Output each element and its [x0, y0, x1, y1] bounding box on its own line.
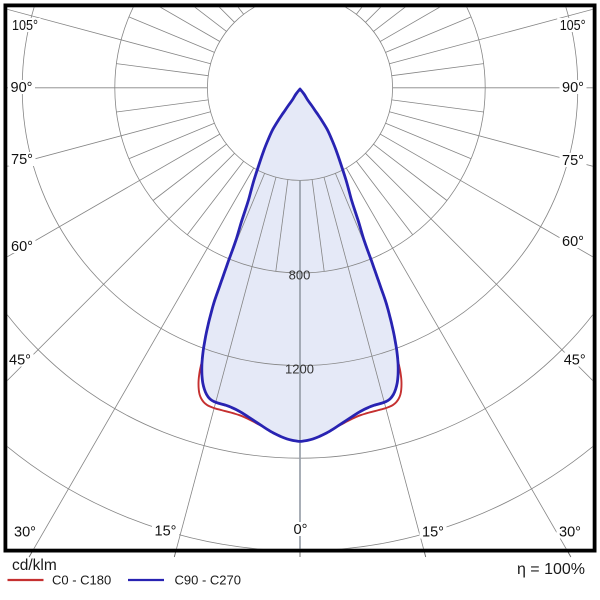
svg-text:75°: 75°	[562, 153, 584, 169]
svg-text:C0 - C180: C0 - C180	[52, 573, 111, 588]
svg-text:800: 800	[289, 268, 311, 283]
svg-text:η = 100%: η = 100%	[517, 561, 585, 578]
svg-text:15°: 15°	[422, 525, 444, 541]
svg-text:60°: 60°	[562, 234, 584, 250]
svg-text:30°: 30°	[559, 525, 581, 541]
svg-text:45°: 45°	[9, 353, 31, 369]
svg-text:105°: 105°	[12, 18, 38, 34]
svg-text:60°: 60°	[11, 239, 33, 255]
svg-text:90°: 90°	[11, 80, 33, 96]
svg-text:30°: 30°	[14, 525, 36, 541]
svg-text:75°: 75°	[11, 152, 33, 168]
svg-text:90°: 90°	[562, 80, 584, 96]
svg-text:C90 - C270: C90 - C270	[175, 573, 241, 588]
svg-text:15°: 15°	[155, 524, 177, 540]
svg-text:1200: 1200	[285, 362, 314, 377]
svg-text:105°: 105°	[560, 18, 586, 34]
svg-text:45°: 45°	[564, 353, 586, 369]
svg-text:0°: 0°	[294, 522, 308, 538]
svg-text:cd/klm: cd/klm	[12, 557, 57, 574]
